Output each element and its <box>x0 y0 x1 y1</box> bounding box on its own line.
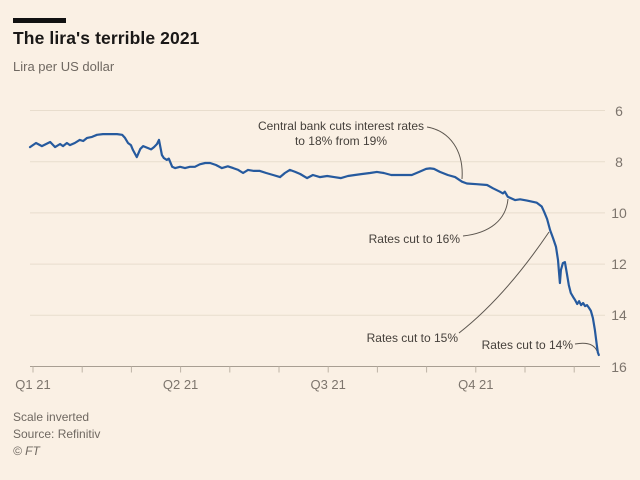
x-axis <box>30 366 600 373</box>
scale-note: Scale inverted <box>13 410 90 424</box>
annotation-connectors <box>426 126 598 352</box>
y-axis-label: 16 <box>611 358 627 375</box>
chart-title: The lira's terrible 2021 <box>13 28 200 48</box>
annotation-rates-cut-16: Rates cut to 16% <box>368 232 460 246</box>
y-axis-label: 8 <box>615 153 623 170</box>
x-axis-label: Q1 21 <box>15 377 51 392</box>
x-axis-label: Q4 21 <box>458 377 494 392</box>
annotation-rates-cut-15: Rates cut to 15% <box>366 331 458 345</box>
y-axis-label: 12 <box>611 256 627 273</box>
source-note: Source: Refinitiv <box>13 427 101 441</box>
lira-data-line <box>28 133 600 357</box>
annotation-line: to 18% from 19% <box>294 134 388 148</box>
title-accent-bar <box>13 18 66 23</box>
y-axis-label: 14 <box>611 307 627 324</box>
copyright-note: © FT <box>13 444 40 458</box>
connector-rates-16-icon <box>462 198 509 237</box>
connector-rates-14-icon <box>574 342 598 352</box>
chart-subtitle: Lira per US dollar <box>13 59 115 74</box>
annotation-line: Central bank cuts interest rates <box>257 119 425 133</box>
connector-rates-15-icon <box>458 231 550 334</box>
x-axis-label: Q2 21 <box>162 377 199 392</box>
annotation-rates-cut-14: Rates cut to 14% <box>481 338 573 352</box>
y-axis-label: 10 <box>611 204 627 221</box>
connector-rates-18-icon <box>426 126 463 180</box>
annotation-rates-cut-18: Central bank cuts interest rates to 18% … <box>236 119 446 149</box>
x-axis-label: Q3 21 <box>310 377 346 392</box>
y-axis-label: 6 <box>615 102 623 119</box>
gridlines <box>30 110 605 316</box>
